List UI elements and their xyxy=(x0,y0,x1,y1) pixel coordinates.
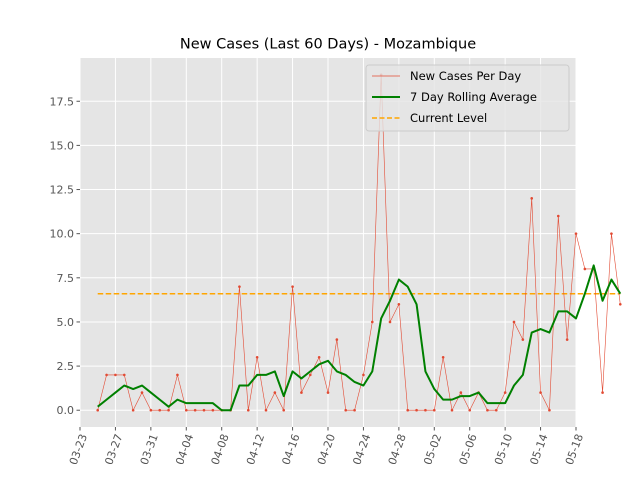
new-cases-point xyxy=(255,355,259,359)
new-cases-point xyxy=(610,232,613,235)
new-cases-point xyxy=(96,408,100,412)
new-cases-point xyxy=(521,338,525,341)
new-cases-point xyxy=(362,373,365,377)
new-cases-point xyxy=(397,302,401,306)
new-cases-point xyxy=(459,391,463,394)
new-cases-point xyxy=(556,214,560,218)
new-cases-point xyxy=(344,408,348,412)
new-cases-point xyxy=(583,267,587,271)
y-tick-label: 2.5 xyxy=(57,360,75,373)
new-cases-point xyxy=(273,391,277,394)
new-cases-point xyxy=(565,338,569,341)
new-cases-point xyxy=(149,408,153,412)
new-cases-point xyxy=(370,320,374,324)
new-cases-point xyxy=(424,408,427,412)
new-cases-point xyxy=(184,408,188,412)
new-cases-point xyxy=(291,285,294,288)
new-cases-point xyxy=(574,232,578,235)
new-cases-point xyxy=(282,408,286,412)
new-cases-point xyxy=(353,408,356,412)
new-cases-point xyxy=(211,408,215,412)
y-tick-label: 5.0 xyxy=(57,316,75,329)
new-cases-point xyxy=(406,408,410,412)
new-cases-point xyxy=(105,373,108,377)
legend-current-level-label: Current Level xyxy=(410,111,487,125)
new-cases-point xyxy=(539,391,542,394)
new-cases-point xyxy=(415,408,418,412)
new-cases-point xyxy=(122,373,126,377)
chart-title: New Cases (Last 60 Days) - Mozambique xyxy=(180,37,476,53)
new-cases-point xyxy=(432,408,436,412)
new-cases-point xyxy=(601,391,604,394)
new-cases-point xyxy=(530,197,534,200)
new-cases-point xyxy=(503,391,507,394)
legend-box xyxy=(365,64,570,132)
y-tick-label: 12.5 xyxy=(50,184,75,197)
new-cases-point xyxy=(468,408,472,412)
new-cases-point xyxy=(202,408,206,412)
new-cases-point xyxy=(264,408,268,412)
y-tick-label: 15.0 xyxy=(50,139,75,152)
series-layer xyxy=(96,73,622,412)
new-cases-point xyxy=(114,373,117,377)
new-cases-point xyxy=(486,408,489,412)
new-cases-point xyxy=(140,391,144,394)
new-cases-point xyxy=(494,408,498,412)
new-cases-point xyxy=(441,355,445,359)
series-rolling-average-line xyxy=(97,264,622,412)
new-cases-point xyxy=(131,408,135,412)
y-tick-label: 0.0 xyxy=(57,404,75,417)
y-tick-label: 10.0 xyxy=(50,228,75,241)
new-cases-point xyxy=(158,408,162,412)
new-cases-point xyxy=(238,285,241,288)
new-cases-point xyxy=(317,355,321,359)
new-cases-point xyxy=(246,408,250,412)
new-cases-point xyxy=(300,391,303,394)
new-cases-point xyxy=(618,302,622,306)
new-cases-point xyxy=(308,373,312,377)
new-cases-point xyxy=(193,408,197,412)
new-cases-point xyxy=(548,408,551,412)
new-cases-point xyxy=(176,373,179,377)
y-tick-label: 17.5 xyxy=(50,95,75,108)
series-new-cases-line xyxy=(97,74,621,412)
new-cases-point xyxy=(326,391,330,394)
legend-rolling-average-label: 7 Day Rolling Average xyxy=(410,90,537,104)
new-cases-point xyxy=(388,320,392,324)
legend-new-cases-label: New Cases Per Day xyxy=(410,69,521,83)
legend: New Cases Per Day 7 Day Rolling Average Cu… xyxy=(365,64,570,132)
y-tick-label: 7.5 xyxy=(57,272,75,285)
new-cases-point xyxy=(512,320,516,324)
new-cases-point xyxy=(335,338,339,341)
new-cases-point xyxy=(450,408,454,412)
new-cases-point xyxy=(167,408,170,412)
